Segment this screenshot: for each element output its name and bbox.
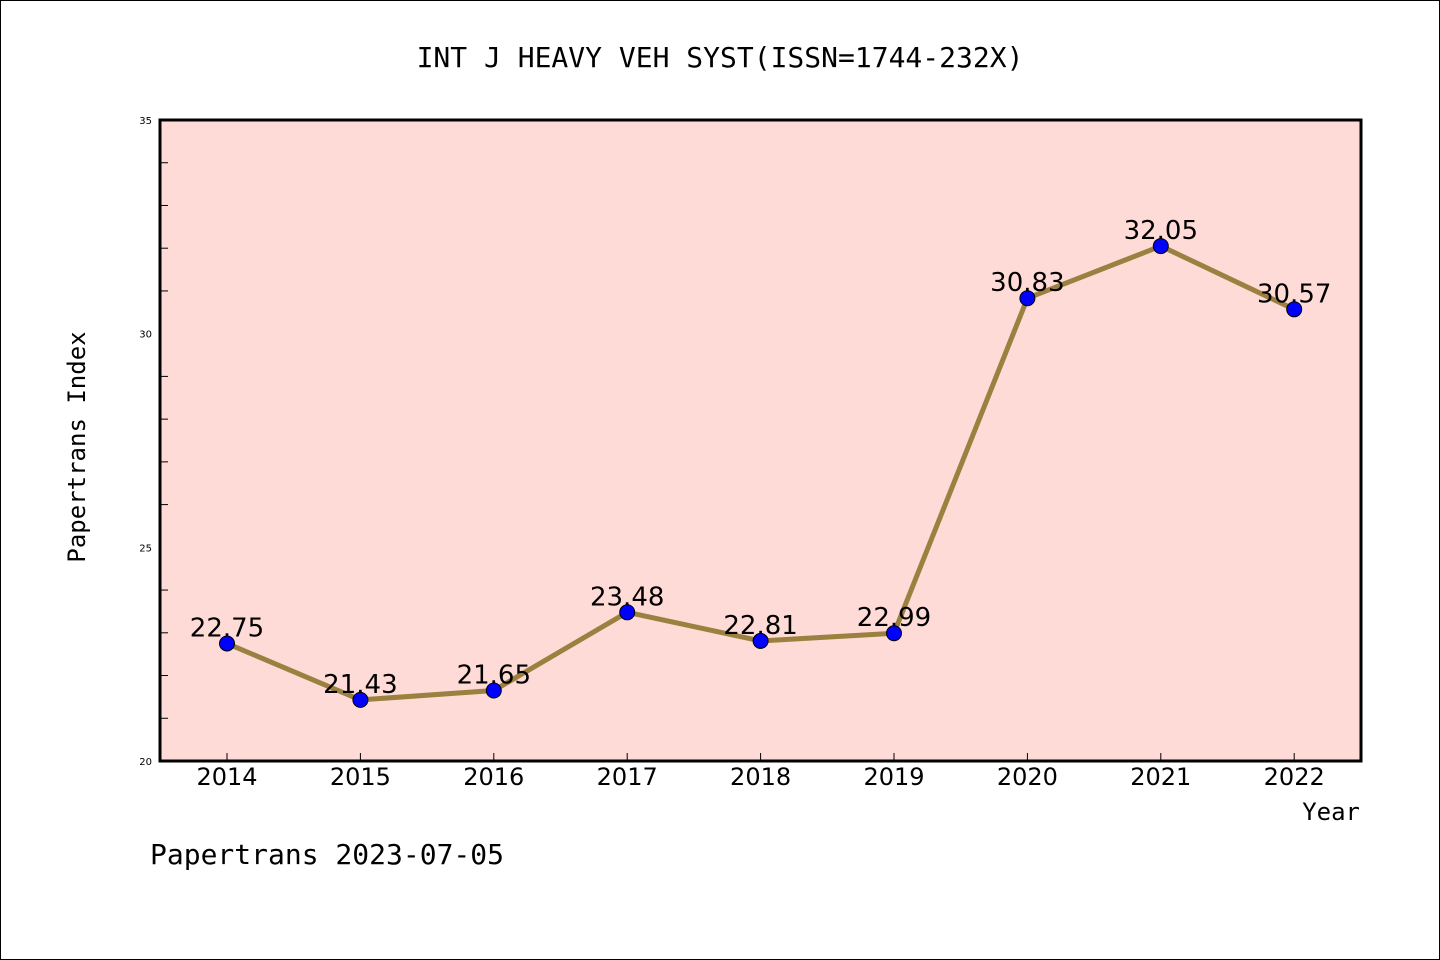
- x-tick-label: 2016: [463, 763, 524, 791]
- x-tick-label: 2020: [997, 763, 1058, 791]
- x-axis-label: Year: [1302, 798, 1360, 826]
- data-point: [485, 682, 502, 699]
- y-tick-label: 35: [139, 116, 152, 127]
- x-tick-label: 2022: [1264, 763, 1325, 791]
- data-label: 30.57: [1257, 279, 1331, 309]
- x-tick-label: 2018: [730, 763, 791, 791]
- series-markers: [219, 238, 1303, 708]
- y-tick-label: 25: [139, 543, 152, 554]
- data-label: 22.99: [857, 603, 931, 633]
- x-tick-label: 2019: [863, 763, 924, 791]
- y-axis-label: Papertrans Index: [63, 331, 91, 562]
- data-point: [219, 635, 235, 652]
- data-point: [1019, 290, 1036, 307]
- x-tick-label: 2017: [597, 763, 658, 791]
- x-tick-label: 2014: [196, 763, 257, 791]
- data-label: 23.48: [590, 582, 664, 612]
- data-label: 32.05: [1124, 216, 1198, 246]
- y-axis: 20 25 30 35: [139, 116, 168, 768]
- data-point: [352, 691, 369, 708]
- data-point: [619, 604, 636, 621]
- y-tick-label: 30: [139, 330, 152, 341]
- x-tick-label: 2015: [330, 763, 391, 791]
- data-label: 21.43: [323, 670, 397, 700]
- x-axis: 2014 2015 2016 2017 2018 2019 2020 2021 2022: [196, 753, 1325, 791]
- y-tick-label: 20: [139, 757, 152, 768]
- footer-credit: Papertrans 2023-07-05: [150, 838, 504, 871]
- data-point: [1152, 238, 1169, 255]
- data-label: 30.83: [990, 268, 1064, 298]
- data-label: 22.75: [190, 613, 264, 643]
- data-point: [886, 625, 902, 642]
- data-labels: 22.75 21.43 21.65 23.48 22.81 22.99 30.83 32.05…: [190, 216, 1332, 700]
- data-label: 22.81: [723, 611, 797, 641]
- data-point: [1286, 301, 1303, 318]
- data-point: [752, 632, 769, 649]
- chart-title: INT J HEAVY VEH SYST(ISSN=1744-232X): [417, 41, 1024, 74]
- x-tick-label: 2021: [1130, 763, 1191, 791]
- data-label: 21.65: [457, 660, 531, 690]
- plot-area: [158, 118, 1363, 763]
